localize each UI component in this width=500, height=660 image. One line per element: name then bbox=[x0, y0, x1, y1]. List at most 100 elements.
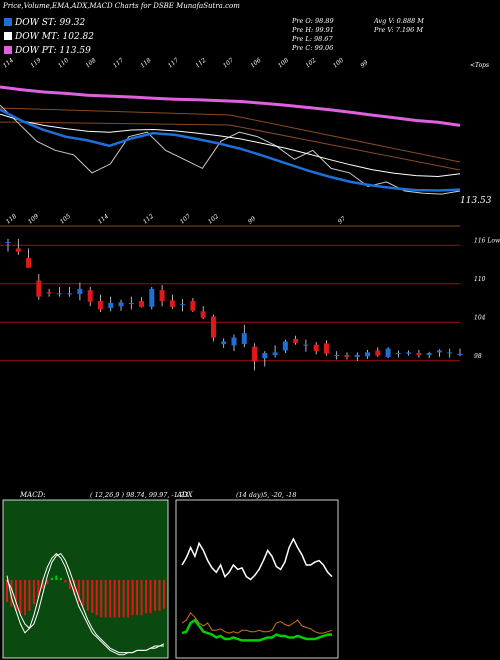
adx-panel bbox=[175, 499, 339, 659]
ema-top-label: 114 bbox=[2, 57, 15, 70]
candle-body bbox=[303, 344, 309, 346]
macd-params: ( 12,26,9 ) 98.74, 99.97, -1.23 bbox=[90, 491, 189, 499]
candle-body bbox=[128, 303, 134, 304]
candle-body bbox=[210, 316, 216, 338]
stat-avg-volume: Avg V: 0.888 M bbox=[374, 17, 424, 25]
candle-body bbox=[221, 341, 227, 345]
adx-title: ADX bbox=[177, 491, 193, 499]
candle-body bbox=[344, 354, 350, 357]
candlestick-panel: 116 Lows 110 104 98 bbox=[0, 237, 500, 371]
candle-body bbox=[108, 303, 114, 309]
candle-body bbox=[293, 338, 299, 343]
adx-params: (14 day)5, -20, -18 bbox=[236, 491, 297, 499]
ema-series-pt bbox=[0, 85, 461, 127]
candle-body bbox=[241, 333, 247, 345]
stat-prev-volume: Pre V: 7.196 M bbox=[374, 26, 424, 34]
stat-prev-high: Pre H: 99.91 bbox=[292, 26, 334, 34]
candle-body bbox=[67, 293, 73, 295]
ema-top-label: 106 bbox=[249, 57, 262, 70]
candle-body bbox=[139, 301, 145, 307]
candle-body bbox=[15, 248, 21, 252]
plus-di-line bbox=[181, 612, 333, 634]
candle-body bbox=[56, 293, 62, 295]
candle-body bbox=[5, 242, 11, 244]
adx-line bbox=[181, 537, 333, 581]
ema-top-label: 119 bbox=[29, 57, 42, 70]
candle-body bbox=[395, 353, 401, 355]
ema-top-label: 100 bbox=[332, 57, 345, 70]
ema-series-mt bbox=[0, 113, 461, 178]
candle-body bbox=[416, 353, 422, 355]
candle-body bbox=[272, 352, 278, 355]
candle-body bbox=[169, 300, 175, 307]
legend-label-pt: DOW PT: 113.59 bbox=[15, 46, 91, 56]
candle-body bbox=[354, 354, 360, 357]
candle-body bbox=[97, 301, 103, 310]
legend-item-dow-mt: DOW MT: 102.82 bbox=[4, 32, 94, 42]
macd-signal-line bbox=[6, 552, 164, 654]
candle-body bbox=[87, 290, 93, 302]
legend-label-mt: DOW MT: 102.82 bbox=[15, 32, 94, 42]
ema-mid-line bbox=[0, 121, 461, 171]
legend-item-dow-st: DOW ST: 99.32 bbox=[4, 18, 85, 28]
legend-swatch-mt bbox=[4, 32, 12, 40]
ema-bottom-label: 114 bbox=[97, 213, 110, 226]
candle-body bbox=[282, 341, 288, 351]
stat-prev-close: Pre C: 99.06 bbox=[292, 44, 334, 52]
candle-body bbox=[313, 344, 319, 352]
ema-top-label: 112 bbox=[194, 57, 207, 70]
tops-label: <Tops bbox=[470, 62, 490, 69]
ema-top-label: 110 bbox=[57, 57, 70, 70]
candle-body bbox=[334, 354, 340, 356]
ema-bottom-label: 107 bbox=[179, 213, 192, 226]
ema-top-label: 107 bbox=[222, 57, 235, 70]
candle-body bbox=[323, 343, 329, 354]
candle-y-tick: 98 bbox=[474, 353, 482, 360]
macd-panel bbox=[2, 499, 169, 659]
price-label: 113.53 bbox=[460, 196, 492, 206]
ema-top-label: 117 bbox=[167, 57, 180, 70]
stat-prev-open: Pre O: 98.89 bbox=[292, 17, 334, 25]
legend-swatch-st bbox=[4, 18, 12, 26]
minus-di-line bbox=[181, 618, 332, 642]
adx-background bbox=[175, 499, 339, 659]
candle-body bbox=[262, 353, 268, 359]
candle-body bbox=[180, 304, 186, 306]
page-title: Price,Volume,EMA,ADX,MACD Charts for DSB… bbox=[3, 2, 240, 10]
ema-bottom-label: 112 bbox=[142, 213, 155, 226]
ema-top-label: 118 bbox=[139, 57, 152, 70]
ema-bottom-label: 105 bbox=[59, 213, 72, 226]
ema-bottom-label: 102 bbox=[207, 213, 220, 226]
candle-body bbox=[190, 301, 196, 311]
candle-body bbox=[365, 352, 371, 357]
ema-series-st bbox=[0, 108, 461, 192]
ema-bottom-label: 97 bbox=[337, 215, 347, 225]
candle-body bbox=[118, 302, 124, 307]
candle-body bbox=[77, 288, 83, 295]
price-close-line bbox=[0, 104, 461, 195]
ema-bottom-label: 118 bbox=[5, 213, 18, 226]
ema-panel: 114 119 110 108 117 118 117 112 107 106 108 102 100 9… bbox=[0, 57, 461, 227]
ema-top-label: 108 bbox=[84, 57, 97, 70]
candle-y-tick: 110 bbox=[474, 276, 486, 283]
candle-body bbox=[385, 348, 391, 357]
legend-swatch-pt bbox=[4, 46, 12, 54]
stat-prev-low: Pre L: 98.67 bbox=[292, 35, 333, 43]
candle-body bbox=[252, 346, 258, 362]
candle-body bbox=[457, 353, 463, 355]
ema-top-label: 102 bbox=[304, 57, 317, 70]
candle-body bbox=[375, 350, 381, 356]
candle-body bbox=[447, 352, 453, 354]
macd-background bbox=[2, 499, 169, 659]
candle-y-tick: 104 bbox=[474, 314, 486, 321]
ema-top-label: 99 bbox=[359, 59, 369, 69]
candle-body bbox=[26, 258, 32, 268]
candle-body bbox=[231, 337, 237, 346]
ema-long-line bbox=[0, 107, 461, 163]
macd-title: MACD: bbox=[20, 491, 46, 499]
ema-bottom-label: 99 bbox=[247, 215, 257, 225]
candle-body bbox=[200, 311, 206, 318]
legend-label-st: DOW ST: 99.32 bbox=[15, 18, 86, 28]
ema-top-label: 117 bbox=[112, 57, 125, 70]
